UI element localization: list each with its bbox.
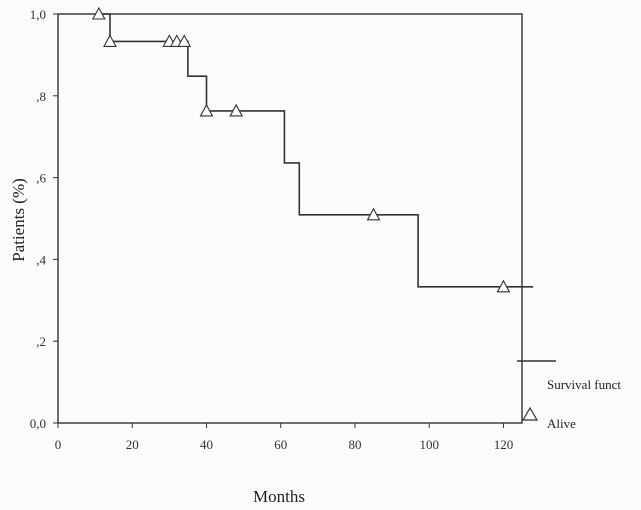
markers-layer: [91, 6, 511, 293]
x-axis-ticks: 0 20 40 60 80 100 120: [55, 423, 513, 452]
legend-triangle-swatch: [521, 406, 539, 421]
y-tick-label: ,6: [36, 171, 46, 186]
alive-marker-triangle: [229, 103, 244, 117]
y-tick-label: 0,0: [30, 416, 46, 431]
alive-marker-triangle: [199, 103, 214, 117]
survival-step-line: [98, 13, 534, 288]
x-tick-label: 100: [419, 437, 439, 452]
alive-marker-triangle: [496, 279, 511, 293]
y-tick-label: ,8: [36, 89, 46, 104]
legend-label-alive: Alive: [547, 416, 576, 431]
legend-label-survival: Survival funct: [547, 377, 621, 392]
series-layer: [98, 13, 534, 288]
x-tick-label: 20: [126, 437, 139, 452]
legend: Survival funct Alive: [517, 360, 621, 431]
x-tick-label: 60: [274, 437, 287, 452]
y-tick-label: 1,0: [30, 7, 46, 22]
x-tick-label: 40: [200, 437, 213, 452]
alive-marker-triangle: [103, 34, 117, 47]
y-axis-ticks: 0,0 ,2 ,4 ,6 ,8 1,0: [30, 7, 58, 431]
x-axis-label: Months: [253, 487, 305, 506]
x-tick-label: 80: [348, 437, 361, 452]
y-axis-label: Patients (%): [9, 178, 28, 262]
alive-marker-triangle: [91, 6, 106, 20]
x-tick-label: 0: [55, 437, 62, 452]
x-tick-label: 120: [494, 437, 514, 452]
y-tick-label: ,4: [36, 252, 46, 267]
axes: [57, 13, 523, 424]
plot-frame: [57, 13, 523, 424]
alive-marker-triangle: [177, 34, 192, 47]
alive-marker-triangle: [366, 207, 381, 221]
y-tick-label: ,2: [36, 334, 46, 349]
